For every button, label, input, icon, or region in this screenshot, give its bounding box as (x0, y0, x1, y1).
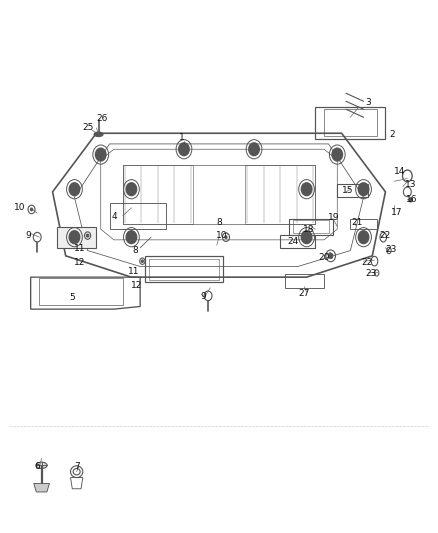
Ellipse shape (94, 132, 103, 136)
Circle shape (95, 148, 106, 161)
Circle shape (126, 231, 137, 244)
Ellipse shape (36, 462, 47, 469)
Circle shape (332, 148, 343, 161)
Text: 21: 21 (352, 219, 363, 227)
Text: 12: 12 (74, 258, 85, 266)
Text: 22: 22 (361, 258, 373, 266)
Text: 24: 24 (287, 237, 298, 246)
Text: 26: 26 (96, 114, 108, 123)
Text: 7: 7 (74, 463, 80, 471)
Text: 27: 27 (299, 289, 310, 297)
Ellipse shape (141, 260, 143, 262)
Text: 12: 12 (131, 281, 142, 289)
Ellipse shape (30, 208, 32, 211)
Text: 15: 15 (342, 187, 353, 195)
Text: 2: 2 (389, 130, 395, 139)
Text: 25: 25 (83, 124, 94, 132)
Text: 11: 11 (74, 245, 85, 253)
Polygon shape (57, 227, 96, 248)
Text: 10: 10 (216, 231, 227, 240)
Text: 4: 4 (112, 213, 117, 221)
Text: 14: 14 (394, 167, 406, 176)
Text: 9: 9 (200, 293, 206, 301)
Ellipse shape (328, 253, 333, 259)
Circle shape (179, 143, 189, 156)
Text: 18: 18 (303, 225, 314, 233)
Ellipse shape (409, 198, 413, 202)
Text: 23: 23 (385, 245, 397, 254)
Circle shape (126, 183, 137, 196)
Circle shape (249, 143, 259, 156)
Ellipse shape (225, 236, 227, 239)
Text: 9: 9 (25, 231, 32, 240)
Circle shape (301, 231, 312, 244)
Text: 11: 11 (128, 268, 139, 276)
Text: 22: 22 (379, 231, 390, 240)
Text: 8: 8 (132, 246, 138, 255)
Text: 1: 1 (179, 133, 185, 142)
Circle shape (358, 183, 369, 196)
Circle shape (358, 231, 369, 244)
Text: 20: 20 (318, 253, 330, 262)
Text: 16: 16 (406, 195, 417, 204)
Circle shape (69, 183, 80, 196)
Ellipse shape (86, 234, 89, 237)
Text: 6: 6 (34, 463, 40, 471)
Text: 17: 17 (391, 208, 402, 217)
Text: 3: 3 (365, 98, 371, 107)
Text: 10: 10 (14, 204, 25, 212)
Circle shape (301, 183, 312, 196)
Text: 19: 19 (328, 213, 340, 222)
Text: 5: 5 (69, 293, 75, 302)
Polygon shape (34, 483, 49, 492)
Text: 23: 23 (366, 269, 377, 278)
Text: 13: 13 (405, 181, 417, 189)
Circle shape (69, 231, 80, 244)
Text: 8: 8 (216, 219, 222, 227)
